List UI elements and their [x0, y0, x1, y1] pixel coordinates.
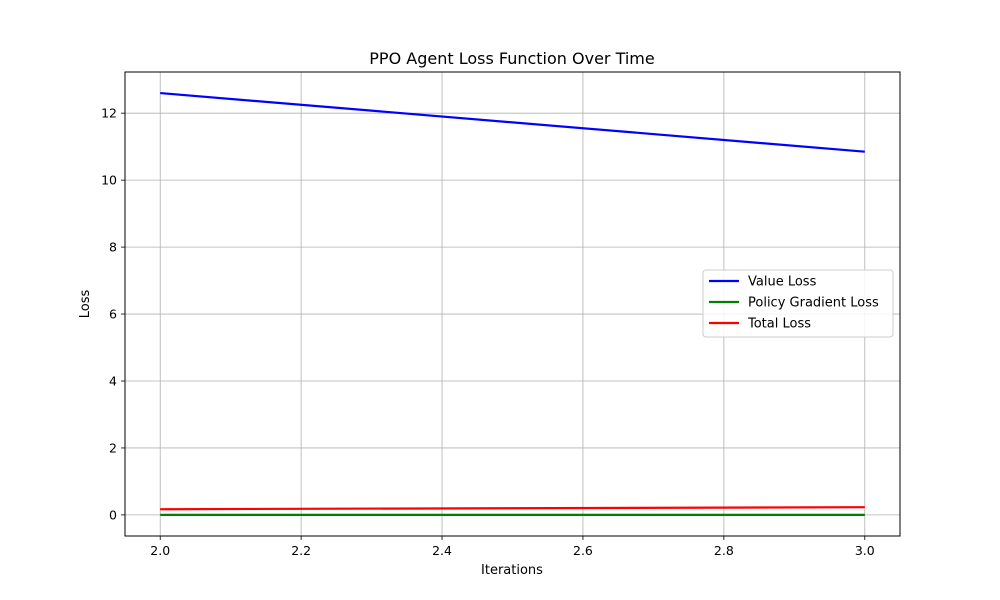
series-line-2: [160, 506, 865, 511]
legend-label-1: Policy Gradient Loss: [748, 296, 879, 311]
y-tick-label: 12: [101, 106, 117, 121]
axis-ticks: 2.0 2.2 2.4 2.6 2.8 3.0 0 2 4 6 8 10 12: [101, 106, 875, 558]
legend: Value Loss Policy Gradient Loss Total Loss: [702, 269, 894, 338]
x-tick-label: 2.6: [573, 543, 593, 558]
x-tick-label: 2.2: [291, 543, 311, 558]
y-tick-label: 6: [109, 307, 117, 322]
series-lines: [160, 91, 865, 517]
legend-box: [702, 269, 894, 338]
chart-title: PPO Agent Loss Function Over Time: [369, 49, 654, 68]
x-tick-label: 2.8: [714, 543, 734, 558]
y-tick-label: 0: [109, 507, 117, 522]
y-tick-label: 8: [109, 240, 117, 255]
y-axis-label: Loss: [78, 290, 93, 319]
y-tick-label: 4: [109, 373, 117, 388]
legend-label-2: Total Loss: [747, 317, 811, 332]
x-tick-label: 2.0: [150, 543, 170, 558]
series-line-0: [160, 91, 865, 153]
y-tick-label: 10: [101, 173, 117, 188]
y-tick-label: 2: [109, 440, 117, 455]
x-axis-label: Iterations: [481, 563, 543, 578]
x-tick-label: 3.0: [855, 543, 875, 558]
x-tick-label: 2.4: [432, 543, 452, 558]
plot-frame: [124, 71, 901, 537]
legend-label-0: Value Loss: [748, 275, 817, 290]
